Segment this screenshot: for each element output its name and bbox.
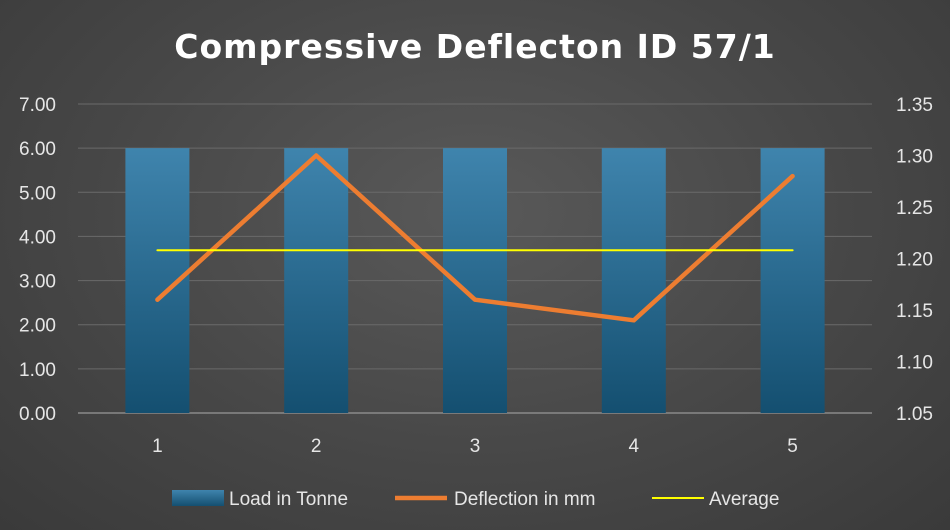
y-left-tick-label: 6.00 (19, 139, 56, 160)
series-lines (155, 153, 795, 323)
y-left-tick-label: 0.00 (19, 404, 56, 425)
deflection-line (155, 153, 795, 323)
y-left-tick-label: 4.00 (19, 227, 56, 248)
x-tick-label: 5 (787, 436, 798, 457)
y-left-tick-label: 2.00 (19, 316, 56, 337)
y-left-tick-label: 5.00 (19, 183, 56, 204)
legend-swatch-bar (172, 490, 224, 506)
x-tick-label: 2 (311, 436, 322, 457)
x-tick-label: 1 (152, 436, 163, 457)
y-right-tick-label: 1.30 (896, 147, 933, 168)
y-right-tick-label: 1.05 (896, 404, 933, 425)
legend: Load in Tonne Deflection in mm Average (172, 489, 779, 510)
legend-label: Average (709, 489, 779, 510)
bar-load (601, 148, 666, 413)
y-right-tick-label: 1.25 (896, 198, 933, 219)
legend-label: Load in Tonne (229, 489, 348, 510)
bar-load (284, 148, 349, 413)
x-axis: 1 2 3 4 5 (152, 436, 798, 457)
chart-title: Compressive Deflecton ID 57/1 (174, 27, 775, 66)
x-tick-label: 4 (629, 436, 640, 457)
y-left-tick-label: 7.00 (19, 95, 56, 116)
legend-label: Deflection in mm (454, 489, 596, 510)
y-left-tick-label: 3.00 (19, 272, 56, 293)
x-tick-label: 3 (470, 436, 481, 457)
bar-load (760, 148, 825, 413)
y-right-tick-label: 1.35 (896, 95, 933, 116)
y-left-tick-label: 1.00 (19, 360, 56, 381)
y-right-tick-label: 1.20 (896, 250, 933, 271)
bars (125, 148, 825, 413)
y-axis-right: 1.05 1.10 1.15 1.20 1.25 1.30 1.35 (896, 95, 933, 425)
y-right-tick-label: 1.10 (896, 353, 933, 374)
y-axis-left: 0.00 1.00 2.00 3.00 4.00 5.00 6.00 7.00 (19, 95, 56, 425)
y-right-tick-label: 1.15 (896, 301, 933, 322)
